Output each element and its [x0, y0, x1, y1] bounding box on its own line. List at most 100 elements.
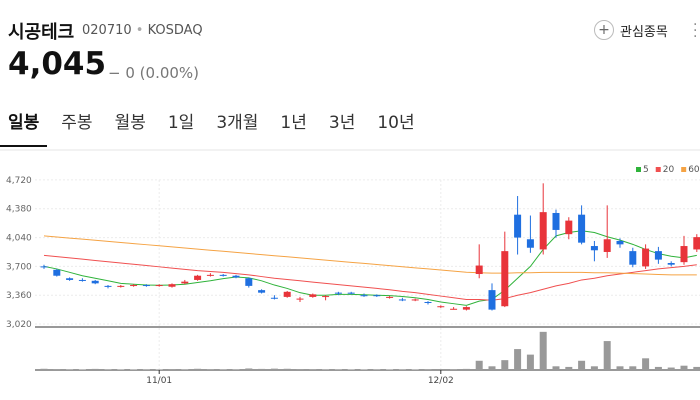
y-tick-label: 4,720 [6, 176, 32, 186]
candle-body [488, 290, 496, 310]
legend-swatch [636, 167, 641, 172]
candle-body [629, 251, 637, 265]
candle-body [347, 292, 355, 294]
volume-bar [450, 369, 458, 370]
period-tab[interactable]: 3개월 [216, 113, 259, 133]
volume-bar [539, 331, 547, 370]
candle-body [616, 240, 624, 245]
volume-bar [616, 366, 624, 370]
volume-bar [309, 369, 317, 370]
volume-bar [654, 366, 662, 370]
candle-body [219, 274, 227, 276]
volume-bar [565, 366, 573, 370]
period-tabs: 일봉 주봉 월봉 1일 3개월 1년 3년 10년 [0, 108, 429, 147]
candle-body [360, 295, 368, 297]
more-menu[interactable]: · · · [693, 17, 698, 45]
candle-body [565, 220, 573, 235]
legend-label: 60 [688, 165, 700, 175]
candle-body [654, 251, 662, 260]
candle-body [258, 290, 266, 293]
candle-body [552, 212, 560, 230]
volume-bar [680, 365, 688, 370]
volume-bar [360, 369, 368, 370]
volume-bar [526, 354, 534, 370]
volume-bar [194, 368, 202, 370]
volume-bar [475, 360, 483, 370]
volume-bar [514, 349, 522, 370]
volume-bar [219, 369, 227, 370]
moving-average-line [43, 230, 697, 306]
candle-body [296, 298, 304, 300]
y-tick-label: 4,380 [6, 205, 32, 215]
period-tab[interactable]: 주봉 [61, 113, 93, 133]
legend-label: 20 [663, 165, 675, 175]
candle-body [539, 212, 547, 250]
period-tab[interactable]: 1년 [280, 113, 307, 133]
volume-bar [578, 360, 586, 370]
candle-body [642, 248, 650, 267]
volume-bar [462, 368, 470, 370]
volume-bar [296, 369, 304, 370]
candle-body [168, 284, 176, 287]
volume-bar [53, 369, 61, 370]
legend-swatch [655, 167, 661, 172]
candle-body [462, 307, 470, 310]
y-tick-label: 3,700 [6, 262, 32, 272]
volume-bar [40, 368, 48, 370]
favorite-label: 관심종목 [620, 24, 668, 40]
volume-bar [104, 369, 112, 370]
legend-label: 5 [643, 165, 649, 175]
volume-bar [386, 369, 394, 370]
candle-body [450, 308, 458, 310]
candle-body [270, 297, 278, 299]
volume-bar [155, 369, 163, 370]
period-tab[interactable]: 10년 [377, 113, 415, 133]
stock-name: 시공테크 [8, 22, 75, 43]
candle-body [322, 296, 330, 298]
candle-body [104, 285, 112, 287]
volume-bar [424, 369, 432, 370]
volume-bar [590, 366, 598, 370]
period-tab[interactable]: 일봉 [0, 108, 48, 147]
volume-bar [398, 369, 406, 370]
period-tab[interactable]: 3년 [328, 113, 356, 133]
volume-bar [501, 360, 509, 370]
candle-body [526, 239, 534, 248]
volume-bar [488, 366, 496, 370]
period-tab[interactable]: 1일 [167, 113, 195, 133]
candle-body [194, 275, 202, 280]
volume-bar [373, 369, 381, 370]
candle-body [245, 278, 253, 286]
y-tick-label: 3,020 [6, 320, 32, 330]
favorite-button[interactable]: + 관심종목 [594, 20, 668, 40]
volume-bar [283, 368, 291, 370]
volume-bar [437, 369, 445, 370]
candle-body [130, 285, 138, 287]
candle-body [78, 279, 86, 281]
legend-swatch [681, 167, 687, 172]
volume-bar [245, 368, 253, 370]
volume-bar [603, 341, 611, 370]
volume-bar [117, 369, 125, 370]
volume-bar [667, 367, 675, 370]
candle-body [117, 285, 125, 287]
change-pct: (0.00%) [139, 64, 200, 82]
candle-body [386, 296, 394, 298]
change: − 0 [108, 64, 135, 82]
candle-body [232, 275, 240, 278]
moving-average-line [43, 254, 697, 301]
candle-body [398, 299, 406, 301]
candle-body [283, 291, 291, 297]
candle-body [206, 274, 214, 276]
volume-bar [334, 369, 342, 370]
y-tick-label: 3,360 [6, 291, 32, 301]
stock-meta: 020710 • KOSDAQ [82, 23, 203, 38]
candle-body [309, 294, 317, 297]
candle-body [53, 269, 61, 276]
period-tab[interactable]: 월봉 [114, 113, 146, 133]
volume-bar [270, 368, 278, 370]
candle-body [91, 280, 99, 284]
candle-body [693, 237, 700, 250]
